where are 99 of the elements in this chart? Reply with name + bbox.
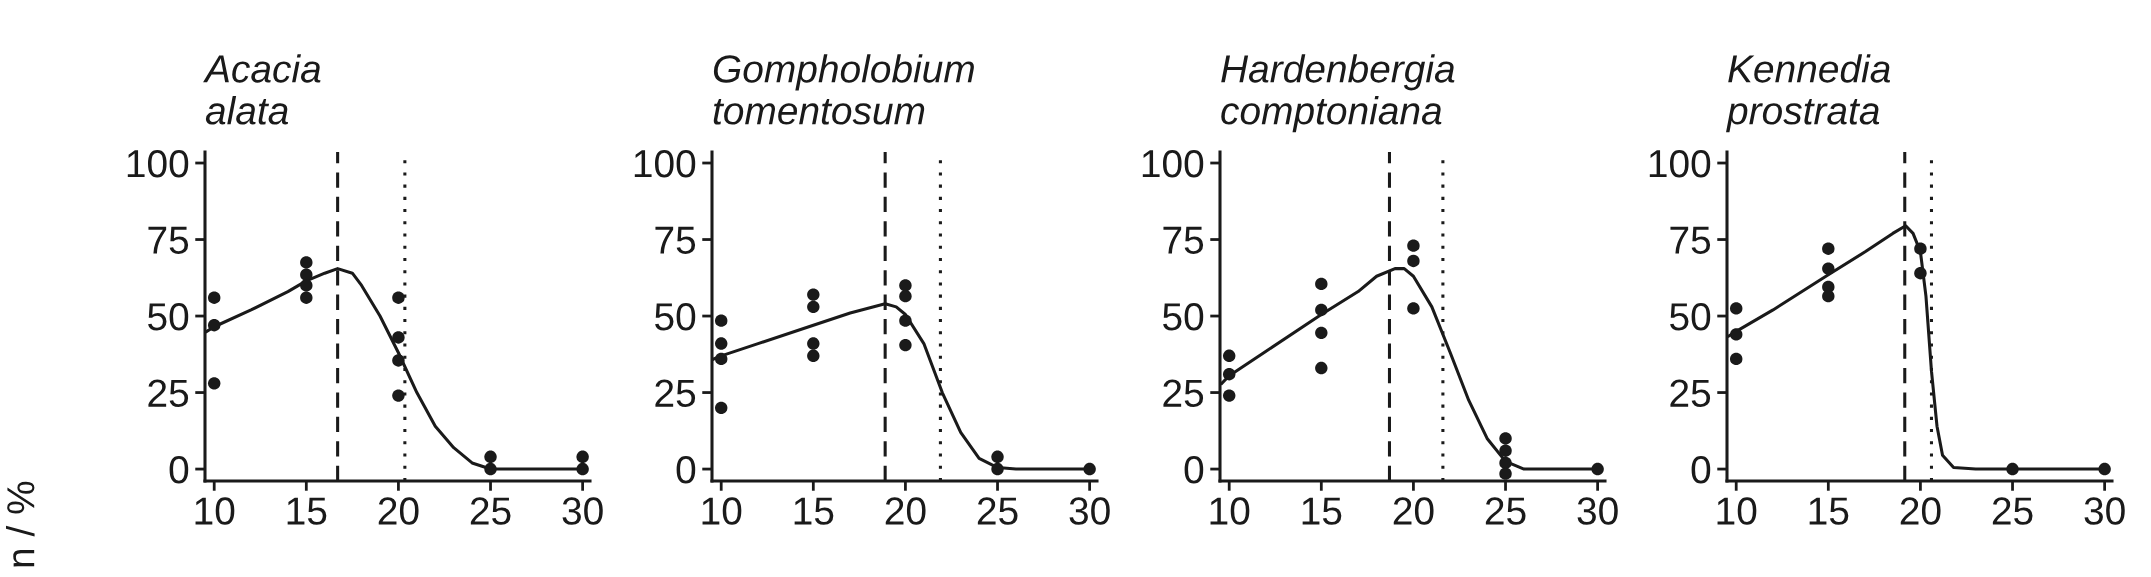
x-tick-label: 25 bbox=[977, 497, 1018, 525]
point bbox=[208, 377, 221, 390]
point bbox=[899, 338, 912, 352]
y-tick-label: 75 bbox=[1163, 226, 1204, 254]
point bbox=[1223, 367, 1236, 381]
x-tick-label: 30 bbox=[1069, 497, 1110, 525]
point bbox=[392, 389, 405, 402]
x-tick-label: 30 bbox=[1577, 497, 1618, 525]
y-tick-label: 50 bbox=[148, 302, 189, 331]
point bbox=[484, 462, 497, 476]
point bbox=[1315, 326, 1328, 340]
point bbox=[208, 319, 221, 332]
x-tick-label: 25 bbox=[1485, 497, 1526, 525]
x-tick-label: 10 bbox=[1210, 497, 1250, 525]
point bbox=[807, 300, 820, 314]
y-tick-label: 75 bbox=[1670, 226, 1711, 254]
point bbox=[1223, 389, 1236, 402]
y-tick-label: 50 bbox=[655, 302, 696, 331]
point bbox=[715, 352, 728, 366]
point bbox=[1315, 303, 1328, 317]
point bbox=[807, 349, 820, 363]
x-tick-label: 10 bbox=[1717, 497, 1757, 525]
y-axis-title: n / % bbox=[6, 481, 35, 567]
point bbox=[715, 314, 728, 327]
point bbox=[1407, 254, 1420, 268]
point bbox=[1499, 467, 1512, 480]
y-tick-label: 25 bbox=[655, 379, 696, 408]
y-tick-label: 25 bbox=[1670, 379, 1711, 408]
x-tick-label: 15 bbox=[287, 497, 327, 525]
y-tick-label: 0 bbox=[676, 456, 696, 484]
point bbox=[807, 288, 820, 301]
y-tick-label: 100 bbox=[634, 149, 696, 178]
point bbox=[1914, 242, 1927, 255]
y-tick-label: 25 bbox=[1163, 379, 1204, 408]
y-tick-label: 0 bbox=[1691, 456, 1711, 484]
point bbox=[1499, 456, 1512, 470]
y-tick-label: 0 bbox=[1184, 456, 1204, 484]
point bbox=[1499, 432, 1512, 445]
point bbox=[1591, 462, 1604, 476]
point bbox=[1822, 262, 1835, 275]
chart-title: Acacia alata bbox=[203, 54, 321, 125]
point bbox=[991, 450, 1004, 464]
point bbox=[1822, 289, 1835, 303]
y-tick-label: 75 bbox=[655, 226, 696, 254]
point bbox=[1315, 361, 1328, 375]
point bbox=[715, 337, 728, 350]
point bbox=[1407, 239, 1420, 252]
point bbox=[1315, 277, 1328, 291]
point bbox=[300, 291, 313, 304]
point bbox=[1499, 444, 1512, 457]
point bbox=[2006, 462, 2019, 476]
point bbox=[1914, 266, 1927, 280]
x-tick-label: 10 bbox=[702, 497, 742, 525]
point bbox=[807, 337, 820, 350]
x-tick-label: 20 bbox=[1900, 497, 1941, 525]
point bbox=[899, 279, 912, 292]
chart-title: Gompholobium tomentosum bbox=[713, 54, 974, 125]
x-tick-label: 30 bbox=[2084, 497, 2125, 525]
point bbox=[392, 331, 405, 344]
x-tick-label: 25 bbox=[1992, 497, 2033, 525]
x-tick-label: 25 bbox=[470, 497, 511, 525]
x-tick-label: 20 bbox=[1393, 497, 1434, 525]
point bbox=[899, 289, 912, 303]
x-tick-label: 20 bbox=[378, 497, 419, 525]
point bbox=[1407, 302, 1420, 315]
point bbox=[1730, 352, 1743, 366]
point bbox=[1730, 302, 1743, 315]
chart-title: Kennedia prostrata bbox=[1726, 54, 1891, 133]
point bbox=[899, 314, 912, 327]
point bbox=[2098, 462, 2111, 476]
x-tick-label: 30 bbox=[562, 497, 603, 525]
x-tick-label: 15 bbox=[794, 497, 834, 525]
y-tick-label: 100 bbox=[1649, 149, 1711, 178]
y-tick-label: 0 bbox=[169, 456, 189, 484]
point bbox=[715, 401, 728, 415]
point bbox=[1083, 462, 1096, 476]
point bbox=[1730, 328, 1743, 341]
point bbox=[300, 256, 313, 269]
y-tick-label: 100 bbox=[127, 149, 189, 178]
x-tick-label: 15 bbox=[1809, 497, 1849, 525]
point bbox=[484, 450, 497, 464]
point bbox=[1822, 242, 1835, 255]
x-tick-label: 20 bbox=[885, 497, 926, 525]
y-tick-label: 50 bbox=[1670, 302, 1711, 331]
point bbox=[991, 462, 1004, 476]
x-tick-label: 15 bbox=[1302, 497, 1342, 525]
point bbox=[392, 291, 405, 304]
point bbox=[208, 291, 221, 304]
point bbox=[392, 354, 405, 367]
chart-title: Hardenbergia comptoniana bbox=[1221, 54, 1455, 133]
y-tick-label: 25 bbox=[148, 379, 189, 408]
point bbox=[1223, 349, 1236, 363]
y-tick-label: 100 bbox=[1142, 149, 1204, 178]
y-tick-label: 75 bbox=[148, 226, 189, 254]
y-tick-label: 50 bbox=[1163, 302, 1204, 331]
point bbox=[300, 279, 313, 292]
point bbox=[576, 450, 589, 464]
point bbox=[576, 462, 589, 476]
x-tick-label: 10 bbox=[195, 497, 235, 525]
